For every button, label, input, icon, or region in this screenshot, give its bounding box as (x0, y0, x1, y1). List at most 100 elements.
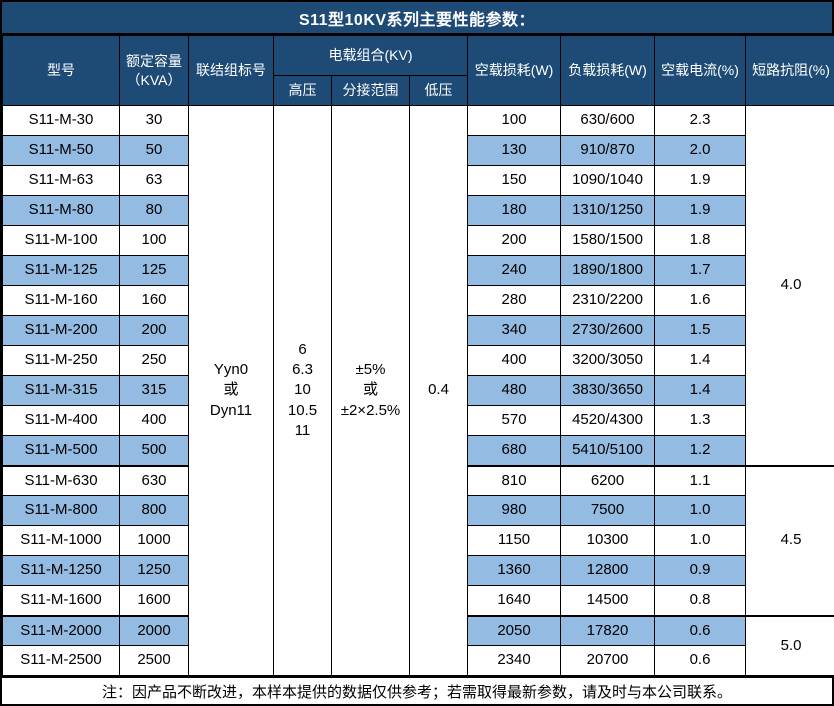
load-loss-cell: 17820 (560, 614, 656, 646)
load-loss-cell: 910/870 (560, 135, 656, 166)
col-header-lv: 低压 (408, 75, 469, 106)
capacity-cell: 2000 (119, 614, 189, 646)
no-load-loss-cell: 240 (467, 255, 562, 286)
no-load-current-cell: 2.0 (654, 135, 747, 166)
capacity-cell: 30 (119, 105, 189, 136)
table-row: S11-M-63 63 150 1090/1040 1.9 (2, 165, 834, 196)
no-load-current-cell: 1.1 (654, 464, 747, 496)
table-row: S11-M-200 200 340 2730/2600 1.5 (2, 315, 834, 346)
no-load-current-cell: 1.5 (654, 315, 747, 346)
table-row: S11-M-250 250 400 3200/3050 1.4 (2, 345, 834, 376)
capacity-cell: 80 (119, 195, 189, 226)
model-cell: S11-M-125 (2, 255, 120, 286)
load-loss-cell: 630/600 (560, 105, 656, 136)
no-load-current-cell: 0.6 (654, 645, 747, 676)
no-load-current-cell: 1.4 (654, 375, 747, 406)
col-header-tap-range: 分接范围 (331, 75, 410, 106)
capacity-cell: 250 (119, 345, 189, 376)
col-header-load-loss: 负载损耗(W) (560, 35, 656, 106)
no-load-current-cell: 1.7 (654, 255, 747, 286)
load-loss-cell: 1890/1800 (560, 255, 656, 286)
capacity-cell: 160 (119, 285, 189, 316)
model-cell: S11-M-500 (2, 435, 120, 466)
col-header-capacity: 额定容量 （KVA） (119, 35, 189, 106)
table-row: S11-M-100 100 200 1580/1500 1.8 (2, 225, 834, 256)
no-load-current-cell: 1.6 (654, 285, 747, 316)
table-row: S11-M-30 30 Yyn0 或 Dyn11 6 6.3 10 10.5 1… (2, 105, 834, 676)
no-load-current-cell: 1.2 (654, 435, 747, 466)
load-loss-cell: 2730/2600 (560, 315, 656, 346)
capacity-cell: 100 (119, 225, 189, 256)
no-load-loss-cell: 180 (467, 195, 562, 226)
no-load-loss-cell: 1150 (467, 525, 562, 556)
footer-note: 注：因产品不断改进，本样本提供的数据仅供参考；若需取得最新参数，请及时与本公司联… (2, 676, 832, 704)
load-loss-cell: 5410/5100 (560, 435, 656, 466)
page-title: S11型10KV系列主要性能参数： (2, 2, 832, 35)
load-loss-cell: 12800 (560, 555, 656, 586)
load-loss-cell: 1580/1500 (560, 225, 656, 256)
model-cell: S11-M-1000 (2, 525, 120, 556)
model-cell: S11-M-630 (2, 464, 120, 496)
table-row: S11-M-630 630 810 6200 1.1 4.5 (2, 464, 834, 616)
no-load-loss-cell: 810 (467, 464, 562, 496)
capacity-cell: 315 (119, 375, 189, 406)
no-load-current-cell: 0.8 (654, 585, 747, 616)
impedance-group-cell: 5.0 (745, 614, 834, 676)
load-loss-cell: 7500 (560, 495, 656, 526)
load-loss-cell: 14500 (560, 585, 656, 616)
model-cell: S11-M-250 (2, 345, 120, 376)
load-loss-cell: 3830/3650 (560, 375, 656, 406)
no-load-loss-cell: 280 (467, 285, 562, 316)
model-cell: S11-M-2500 (2, 645, 120, 676)
load-loss-cell: 4520/4300 (560, 405, 656, 436)
table-row: S11-M-2500 2500 2340 20700 0.6 (2, 645, 834, 676)
load-loss-cell: 6200 (560, 464, 656, 496)
impedance-group-cell: 4.0 (745, 105, 834, 466)
lv-voltage-cell: 0.4 (408, 105, 469, 676)
capacity-cell: 2500 (119, 645, 189, 676)
tap-range-cell: ±5% 或 ±2×2.5% (331, 105, 410, 676)
table-row: S11-M-160 160 280 2310/2200 1.6 (2, 285, 834, 316)
no-load-loss-cell: 340 (467, 315, 562, 346)
model-cell: S11-M-80 (2, 195, 120, 226)
no-load-loss-cell: 150 (467, 165, 562, 196)
no-load-loss-cell: 480 (467, 375, 562, 406)
table-row: S11-M-500 500 680 5410/5100 1.2 (2, 435, 834, 466)
capacity-cell: 630 (119, 464, 189, 496)
col-header-no-load-loss: 空载损耗(W) (467, 35, 562, 106)
no-load-current-cell: 1.4 (654, 345, 747, 376)
impedance-group-cell: 4.5 (745, 464, 834, 616)
col-header-voltage-combo: 电载组合(KV) (272, 35, 469, 76)
capacity-cell: 400 (119, 405, 189, 436)
col-header-no-load-current: 空载电流(%) (654, 35, 747, 106)
no-load-loss-cell: 570 (467, 405, 562, 436)
model-cell: S11-M-100 (2, 225, 120, 256)
load-loss-cell: 10300 (560, 525, 656, 556)
model-cell: S11-M-30 (2, 105, 120, 136)
no-load-current-cell: 2.3 (654, 105, 747, 136)
model-cell: S11-M-2000 (2, 614, 120, 646)
no-load-loss-cell: 2340 (467, 645, 562, 676)
no-load-loss-cell: 130 (467, 135, 562, 166)
load-loss-cell: 3200/3050 (560, 345, 656, 376)
table-row: S11-M-50 50 130 910/870 2.0 (2, 135, 834, 166)
load-loss-cell: 20700 (560, 645, 656, 676)
no-load-loss-cell: 1360 (467, 555, 562, 586)
load-loss-cell: 1090/1040 (560, 165, 656, 196)
model-cell: S11-M-1600 (2, 585, 120, 616)
no-load-current-cell: 0.9 (654, 555, 747, 586)
col-header-vector-group: 联结组标号 (188, 35, 274, 106)
no-load-current-cell: 1.3 (654, 405, 747, 436)
load-loss-cell: 1310/1250 (560, 195, 656, 226)
model-cell: S11-M-63 (2, 165, 120, 196)
model-cell: S11-M-160 (2, 285, 120, 316)
no-load-current-cell: 1.0 (654, 525, 747, 556)
table-row: S11-M-1250 1250 1360 12800 0.9 (2, 555, 834, 586)
vector-group-cell: Yyn0 或 Dyn11 (188, 105, 274, 676)
col-header-model: 型号 (2, 35, 120, 106)
model-cell: S11-M-400 (2, 405, 120, 436)
capacity-cell: 800 (119, 495, 189, 526)
capacity-cell: 500 (119, 435, 189, 466)
no-load-loss-cell: 200 (467, 225, 562, 256)
